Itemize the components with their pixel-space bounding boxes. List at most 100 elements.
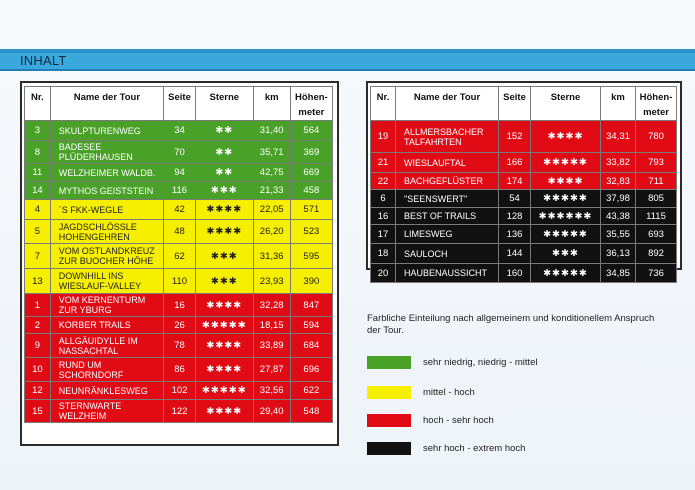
table-row: 14 MYTHOS GEISTSTEIN 116 ✱✱✱ 21,33 458 bbox=[24, 181, 334, 200]
cell-nr: 15 bbox=[24, 399, 51, 423]
cell-nr: 22 bbox=[370, 172, 396, 190]
cell-seite: 110 bbox=[163, 268, 196, 294]
table-row: 7 VOM OSTLANDKREUZ ZUR BUOCHER HÖHE 62 ✱✱✱ 3… bbox=[24, 243, 334, 269]
cell-hoehenmeter: 711 bbox=[635, 172, 677, 190]
cell-km: 18,15 bbox=[252, 316, 291, 334]
cell-hoehenmeter: 793 bbox=[635, 152, 677, 173]
cell-seite: 42 bbox=[163, 199, 196, 220]
cell-hoehenmeter: 595 bbox=[289, 243, 334, 269]
cell-seite: 48 bbox=[163, 219, 196, 244]
cell-seite: 26 bbox=[163, 316, 196, 334]
cell-seite: 78 bbox=[163, 333, 196, 358]
table-row: 19 ALLMERSBACHER TALFAHRTEN 152 ✱✱✱✱ 34,31 78… bbox=[370, 120, 677, 153]
col-km: km bbox=[600, 86, 636, 121]
cell-sterne: ✱✱ bbox=[194, 120, 254, 141]
cell-hoehenmeter: 594 bbox=[289, 316, 334, 334]
table-header-row: Nr. Name der Tour Seite Sterne km Höhen-… bbox=[24, 86, 334, 121]
col-hoehenmeter-line2: meter bbox=[643, 107, 669, 118]
cell-sterne: ✱✱✱✱✱ bbox=[194, 381, 254, 400]
cell-name: LIMESWEG bbox=[395, 224, 499, 244]
cell-sterne: ✱✱✱✱ bbox=[194, 199, 254, 220]
cell-name: ´S FKK-WEGLE bbox=[49, 199, 165, 220]
table-header-row: Nr. Name der Tour Seite Sterne km Höhen-… bbox=[370, 86, 677, 121]
cell-seite: 152 bbox=[498, 120, 531, 153]
cell-name: "SEENSWERT" bbox=[395, 189, 499, 208]
table-row: 12 NEUNRÄNKLESWEG 102 ✱✱✱✱✱ 32,56 622 bbox=[24, 381, 334, 400]
cell-sterne: ✱✱✱✱ bbox=[194, 357, 254, 382]
col-hoehenmeter-line2: meter bbox=[298, 107, 325, 118]
col-hoehenmeter-line1: Höhen- bbox=[639, 92, 673, 103]
legend-label: sehr niedrig, niedrig - mittel bbox=[423, 357, 538, 368]
cell-sterne: ✱✱✱ bbox=[194, 243, 254, 269]
cell-sterne: ✱✱✱✱✱ bbox=[530, 189, 601, 208]
cell-nr: 7 bbox=[24, 243, 51, 269]
cell-seite: 144 bbox=[498, 243, 531, 264]
cell-sterne: ✱✱✱ bbox=[194, 181, 254, 200]
table-row: 5 JAGDSCHLÖSSLE HOHENGEHREN 48 ✱✱✱✱ 26,20 523 bbox=[24, 219, 334, 244]
cell-sterne: ✱✱ bbox=[194, 163, 254, 182]
cell-nr: 14 bbox=[24, 181, 51, 200]
cell-sterne: ✱✱✱✱✱ bbox=[194, 316, 254, 334]
cell-seite: 102 bbox=[163, 381, 196, 400]
col-hoehenmeter: Höhen-meter bbox=[635, 86, 677, 121]
cell-km: 31,36 bbox=[252, 243, 291, 269]
table-row: 13 DOWNHILL INS WIESLAUF-VALLEY 110 ✱✱✱ 23,9… bbox=[24, 268, 334, 294]
cell-km: 36,13 bbox=[600, 243, 636, 264]
table-row: 16 BEST OF TRAILS 128 ✱✱✱✱✱✱ 43,38 1115 bbox=[370, 207, 677, 225]
table-row: 11 WELZHEIMER WALDB. 94 ✱✱ 42,75 669 bbox=[24, 163, 334, 182]
cell-km: 33,82 bbox=[600, 152, 636, 173]
cell-name: ALLGÄUIDYLLE IM NASSACHTAL bbox=[49, 333, 165, 358]
cell-km: 42,75 bbox=[252, 163, 291, 182]
cell-km: 32,56 bbox=[252, 381, 291, 400]
cell-seite: 136 bbox=[498, 224, 531, 244]
cell-sterne: ✱✱✱✱✱ bbox=[530, 263, 601, 283]
legend-swatch-red bbox=[367, 414, 411, 427]
cell-hoehenmeter: 693 bbox=[635, 224, 677, 244]
cell-seite: 94 bbox=[163, 163, 196, 182]
cell-km: 35,71 bbox=[252, 140, 291, 164]
col-seite: Seite bbox=[498, 86, 531, 121]
cell-sterne: ✱✱✱✱ bbox=[194, 219, 254, 244]
cell-km: 27,87 bbox=[252, 357, 291, 382]
cell-sterne: ✱✱✱✱ bbox=[530, 120, 601, 153]
cell-name: RUND UM SCHORNDORF bbox=[49, 357, 165, 382]
cell-name: DOWNHILL INS WIESLAUF-VALLEY bbox=[49, 268, 165, 294]
page-title: INHALT bbox=[20, 53, 67, 68]
cell-name: ALLMERSBACHER TALFAHRTEN bbox=[395, 120, 499, 153]
table-row: 15 STERNWARTE WELZHEIM 122 ✱✱✱✱ 29,40 548 bbox=[24, 399, 334, 423]
cell-name: WIESLAUFTAL bbox=[395, 152, 499, 173]
cell-sterne: ✱✱✱ bbox=[194, 268, 254, 294]
legend-swatch-yellow bbox=[367, 386, 411, 399]
cell-name: HAUBENAUSSICHT bbox=[395, 263, 499, 283]
table-row: 18 SAULOCH 144 ✱✱✱ 36,13 892 bbox=[370, 243, 677, 264]
cell-name: WELZHEIMER WALDB. bbox=[49, 163, 165, 182]
cell-name: NEUNRÄNKLESWEG bbox=[49, 381, 165, 400]
cell-hoehenmeter: 369 bbox=[289, 140, 334, 164]
table-row: 9 ALLGÄUIDYLLE IM NASSACHTAL 78 ✱✱✱✱ 33,89 68… bbox=[24, 333, 334, 358]
cell-sterne: ✱✱✱✱ bbox=[194, 399, 254, 423]
table-row: 8 BADESEE PLÜDERHAUSEN 70 ✱✱ 35,71 369 bbox=[24, 140, 334, 164]
cell-hoehenmeter: 805 bbox=[635, 189, 677, 208]
legend-label: hoch - sehr hoch bbox=[423, 415, 494, 426]
cell-seite: 62 bbox=[163, 243, 196, 269]
cell-sterne: ✱✱✱✱ bbox=[194, 333, 254, 358]
col-sterne: Sterne bbox=[530, 86, 601, 121]
cell-name: KORBER TRAILS bbox=[49, 316, 165, 334]
col-hoehenmeter-line1: Höhen- bbox=[295, 92, 328, 103]
cell-hoehenmeter: 548 bbox=[289, 399, 334, 423]
cell-sterne: ✱✱✱✱✱ bbox=[530, 152, 601, 173]
cell-sterne: ✱✱✱✱✱✱ bbox=[530, 207, 601, 225]
cell-sterne: ✱✱✱✱✱ bbox=[530, 224, 601, 244]
cell-name: VOM KERNENTURM ZUR YBURG bbox=[49, 293, 165, 317]
cell-nr: 21 bbox=[370, 152, 396, 173]
table-row: 10 RUND UM SCHORNDORF 86 ✱✱✱✱ 27,87 696 bbox=[24, 357, 334, 382]
cell-km: 43,38 bbox=[600, 207, 636, 225]
col-km: km bbox=[252, 86, 291, 121]
table-row: 22 BACHGEFLÜSTER 174 ✱✱✱✱ 32,83 711 bbox=[370, 172, 677, 190]
table-row: 2 KORBER TRAILS 26 ✱✱✱✱✱ 18,15 594 bbox=[24, 316, 334, 334]
cell-sterne: ✱✱✱✱ bbox=[530, 172, 601, 190]
cell-seite: 160 bbox=[498, 263, 531, 283]
cell-km: 22,05 bbox=[252, 199, 291, 220]
table-row: 17 LIMESWEG 136 ✱✱✱✱✱ 35,55 693 bbox=[370, 224, 677, 244]
cell-km: 26,20 bbox=[252, 219, 291, 244]
